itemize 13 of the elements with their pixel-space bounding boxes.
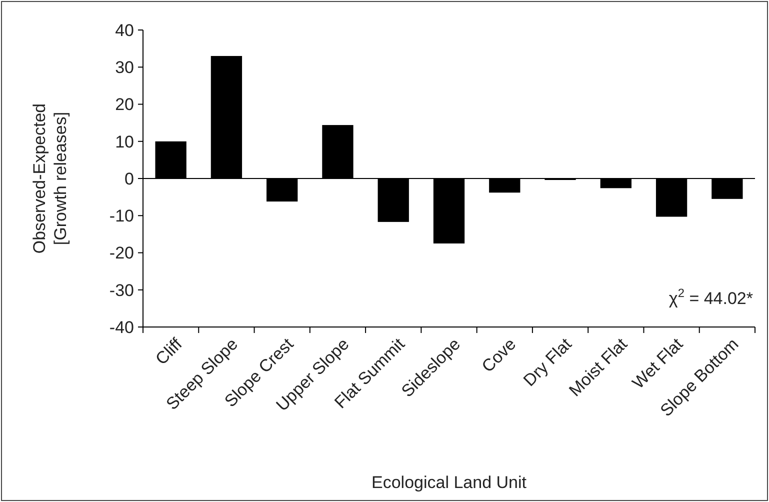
y-tick-label: 0 — [124, 169, 134, 188]
y-tick-label: -40 — [109, 318, 134, 337]
y-tick-label: 40 — [115, 20, 134, 40]
y-tick-label: -30 — [109, 280, 134, 300]
y-tick-label: -10 — [109, 206, 134, 226]
x-tick-label: Cliff — [152, 334, 186, 369]
y-axis-title: Observed-Expected [Growth releases] — [30, 103, 70, 254]
x-axis-title: Ecological Land Unit — [372, 473, 527, 492]
y-tick-label: 10 — [115, 132, 134, 152]
annotation: χ$^{2}$ = 44.02* — [668, 286, 754, 308]
y-tick-label: 20 — [115, 95, 134, 114]
y-tick-label: 30 — [115, 58, 134, 78]
y-tick-label: -20 — [109, 244, 134, 263]
